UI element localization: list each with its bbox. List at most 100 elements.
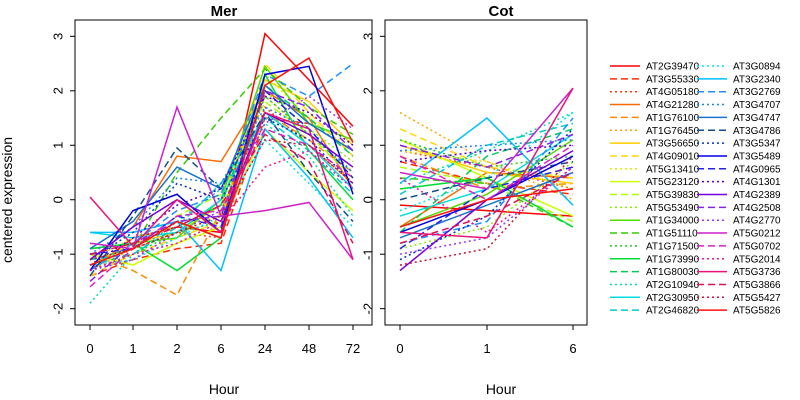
legend-entry-label: AT5G13410: [646, 164, 700, 175]
legend-entry-label: AT2G30950: [646, 293, 700, 304]
mer-y-axis: -2 -1 0 1 2 3: [50, 33, 75, 315]
cot-y-tick-label: -1: [360, 248, 375, 260]
legend-entry-label: AT5G39830: [646, 190, 700, 201]
mer-series-line: [89, 57, 354, 266]
cot-series-line: [399, 188, 574, 228]
legend-entry-label: AT3G5347: [733, 139, 781, 150]
legend-entry-label: AT5G5826: [733, 306, 781, 317]
legend-entry-label: AT1G76450: [646, 126, 700, 137]
cot-series-line: [399, 144, 574, 185]
legend-entry-label: AT5G3866: [733, 280, 781, 291]
cot-y-tick-label: 1: [360, 142, 375, 149]
legend-entry-label: AT4G09010: [646, 151, 700, 162]
cot-series-line: [399, 111, 574, 185]
mer-x-tick-label: 6: [217, 341, 224, 356]
mer-series-line: [89, 139, 354, 261]
mer-x-tick-label: 48: [302, 341, 316, 356]
mer-lines: [89, 32, 354, 304]
mer-y-tick-label: 3: [50, 33, 65, 40]
legend-entry-label: AT1G51110: [646, 229, 698, 240]
mer-series-line: [89, 149, 354, 272]
legend-entry-label: AT3G4747: [733, 113, 781, 124]
legend-entry-label: AT2G39470: [646, 62, 700, 73]
mer-series-line: [89, 95, 354, 266]
mer-y-tick-label: -2: [50, 303, 65, 315]
legend-entry-label: AT4G2508: [733, 203, 781, 214]
cot-plot-frame: [384, 19, 588, 326]
mer-y-tick-label: 1: [50, 142, 65, 149]
cot-series-line: [399, 133, 574, 168]
mer-plot-frame: [74, 19, 373, 326]
cot-y-tick-label: 0: [360, 196, 375, 203]
legend-entry-label: AT4G1301: [733, 177, 781, 188]
cot-x-axis-label: Hour: [486, 381, 517, 397]
legend-entry-label: AT4G2389: [733, 190, 781, 201]
legend-entry-label: AT4G2770: [733, 216, 781, 227]
legend-entry-label: AT5G23120: [646, 177, 700, 188]
cot-x-tick-label: 0: [396, 341, 403, 356]
mer-x-axis: 0 1 2 6 24 48 72: [86, 325, 360, 356]
y-axis-label: centered expression: [0, 137, 15, 263]
cot-series-line: [399, 139, 574, 228]
mer-y-tick-label: 2: [50, 87, 65, 94]
cot-y-tick-label: 2: [360, 87, 375, 94]
cot-series-line: [399, 171, 574, 245]
cot-series-line: [399, 171, 574, 239]
legend-entry-label: AT3G5489: [733, 151, 781, 162]
mer-x-tick-label: 24: [258, 341, 272, 356]
cot-panel: Cot -2 -1 0 1 2 3 0 1 6 Hour: [360, 3, 588, 397]
legend-entry-label: AT3G55330: [646, 74, 700, 85]
cot-lines: [399, 87, 574, 272]
legend-entry-label: AT1G71500: [646, 241, 700, 252]
mer-x-axis-label: Hour: [209, 381, 240, 397]
legend-entry-label: AT1G34000: [646, 216, 700, 227]
legend-entry-label: AT3G56650: [646, 139, 700, 150]
cot-title: Cot: [489, 3, 514, 20]
mer-y-tick-label: 0: [50, 196, 65, 203]
legend-entry-label: AT3G2340: [733, 74, 781, 85]
legend-entry-label: AT1G80030: [646, 267, 700, 278]
legend-entry-label: AT4G21280: [646, 100, 700, 111]
mer-x-tick-label: 72: [346, 341, 360, 356]
legend-entry-label: AT3G4707: [733, 100, 781, 111]
legend-entry-label: AT3G2769: [733, 87, 781, 98]
cot-series-line: [399, 144, 574, 163]
legend-entry-label: AT3G4786: [733, 126, 781, 137]
cot-series-line: [399, 144, 574, 201]
cot-x-axis: 0 1 6: [396, 325, 577, 356]
mer-series-line: [89, 133, 354, 255]
mer-title: Mer: [211, 3, 238, 20]
legend-entry-label: AT2G46820: [646, 306, 700, 317]
cot-y-tick-label: 3: [360, 33, 375, 40]
cot-y-tick-label: -2: [360, 303, 375, 315]
legend-entry-label: AT5G53490: [646, 203, 700, 214]
legend-entry-label: AT1G76100: [646, 113, 700, 124]
legend-entry-label: AT5G0212: [733, 229, 781, 240]
mer-series-line: [89, 111, 354, 277]
legend-entry-label: AT5G3736: [733, 267, 781, 278]
legend-entry-label: AT5G0702: [733, 241, 781, 252]
cot-x-tick-label: 1: [483, 341, 490, 356]
mer-x-tick-label: 0: [86, 341, 93, 356]
cot-y-axis: -2 -1 0 1 2 3: [360, 33, 385, 315]
legend-entry-label: AT4G05180: [646, 87, 700, 98]
cot-x-tick-label: 6: [569, 341, 576, 356]
mer-series-line: [89, 117, 354, 261]
legend-entry-label: AT5G5427: [733, 293, 781, 304]
mer-x-tick-label: 2: [173, 341, 180, 356]
cot-series-line: [399, 166, 574, 223]
cot-series-line: [399, 87, 574, 190]
legend-entry-label: AT2G10940: [646, 280, 700, 291]
cot-series-line: [399, 117, 574, 206]
cot-series-line: [399, 111, 574, 212]
mer-series-line: [89, 62, 354, 272]
cot-series-line: [399, 117, 574, 245]
mer-y-tick-label: -1: [50, 248, 65, 260]
legend-entry-label: AT3G0894: [733, 62, 781, 73]
legend-entry-label: AT1G73990: [646, 254, 700, 265]
legend-entry-label: AT5G2014: [733, 254, 781, 265]
mer-x-tick-label: 1: [129, 341, 136, 356]
mer-series-line: [89, 111, 354, 260]
